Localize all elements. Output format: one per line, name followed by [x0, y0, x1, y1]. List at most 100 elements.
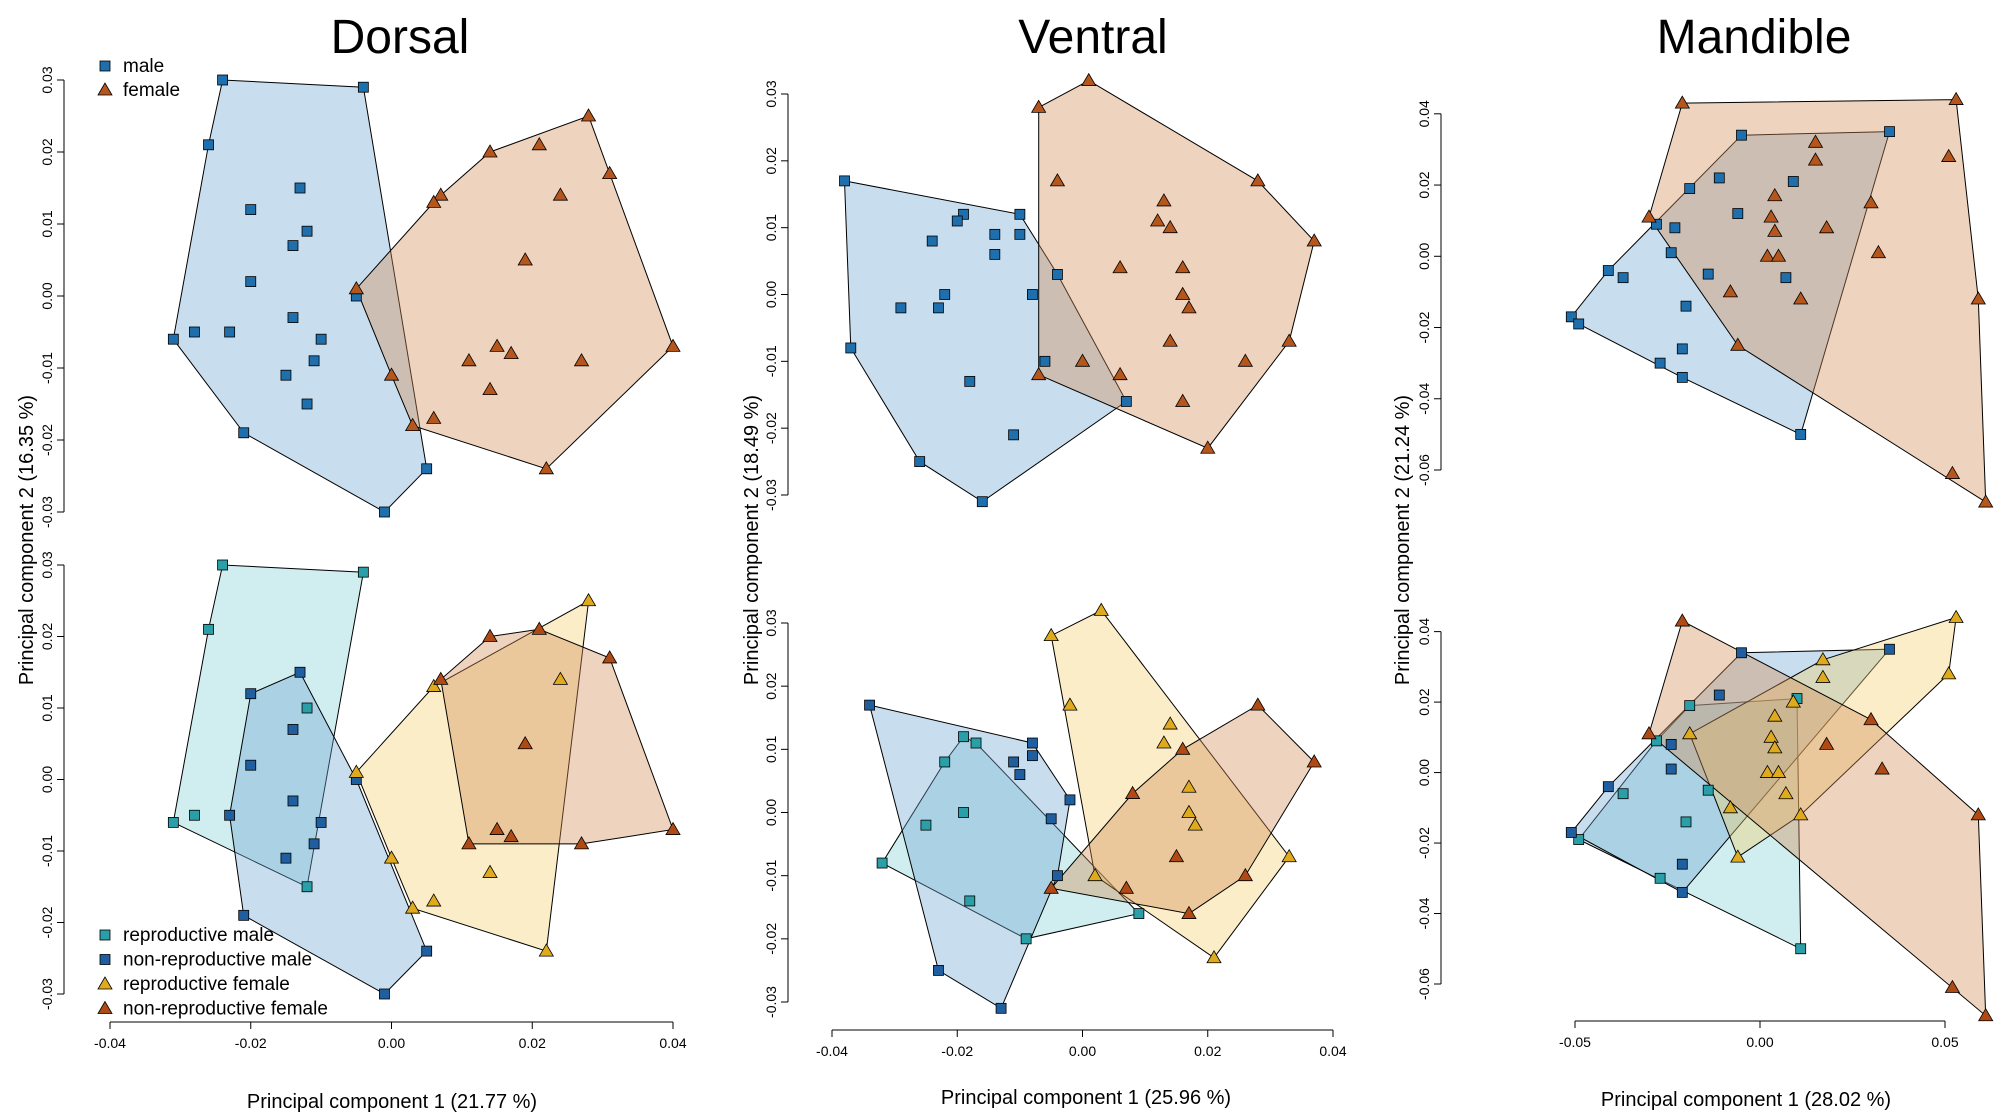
point-non-reproductive-female — [1306, 754, 1322, 768]
point-male — [1736, 129, 1747, 141]
point-non-reproductive-male — [1602, 781, 1614, 793]
point-reproductive-female — [1682, 726, 1698, 740]
point-non-reproductive-male — [1027, 737, 1038, 749]
point-female — [1970, 291, 1986, 305]
chart-title: Ventral — [1018, 11, 1167, 64]
point-female — [1767, 223, 1783, 237]
legend-label: non-reproductive female — [123, 999, 328, 1020]
point-reproductive-female — [1815, 669, 1831, 683]
legend-marker-reproductive-female — [97, 976, 113, 990]
point-non-reproductive-male — [1027, 750, 1038, 762]
point-non-reproductive-female — [1237, 867, 1254, 882]
legend-label: female — [123, 80, 180, 101]
point-reproductive-male — [1702, 784, 1714, 796]
point-reproductive-male — [357, 566, 369, 578]
point-non-reproductive-female — [601, 650, 618, 664]
point-female — [1181, 300, 1197, 314]
point-non-reproductive-female — [665, 821, 681, 835]
y-tick-label: 0.02 — [39, 138, 55, 165]
point-female — [482, 381, 498, 396]
point-male — [1702, 268, 1714, 280]
y-tick-label: -0.02 — [1416, 311, 1432, 343]
point-male — [1565, 311, 1577, 323]
point-male — [1602, 265, 1614, 276]
y-tick-label: 0.00 — [763, 799, 779, 826]
point-non-reproductive-female — [503, 828, 519, 843]
legend-label: reproductive female — [123, 974, 290, 995]
point-male — [308, 355, 320, 367]
point-female — [573, 353, 590, 367]
point-reproductive-female — [426, 893, 442, 907]
chart-title: Dorsal — [331, 11, 470, 64]
point-male — [933, 302, 944, 314]
point-male — [1884, 126, 1895, 138]
point-reproductive-female — [538, 943, 555, 957]
x-axis-label: Principal component 1 (25.96 %) — [941, 1087, 1231, 1109]
point-non-reproductive-male — [308, 838, 320, 850]
hull-non-reproductive-female — [440, 628, 674, 845]
y-tick-label: 0.03 — [763, 80, 779, 107]
point-male — [287, 312, 299, 324]
point-non-reproductive-female — [1168, 848, 1185, 863]
point-female — [1237, 353, 1254, 367]
point-non-reproductive-male — [1045, 813, 1057, 825]
y-axis-label: Principal component 2 (21.24 %) — [1392, 395, 1414, 685]
legend-marker-non-reproductive-male — [99, 954, 111, 965]
y-tick-label: 0.01 — [763, 735, 779, 762]
legend-sex: male female — [97, 56, 180, 101]
top-panel: -0.03 -0.02 -0.01 0.00 0.01 0.02 0.03 — [39, 66, 681, 528]
point-non-reproductive-male — [238, 909, 250, 921]
point-non-reproductive-female — [461, 836, 477, 850]
point-male — [224, 326, 236, 338]
point-male — [958, 208, 969, 220]
point-male — [989, 228, 1001, 240]
point-non-reproductive-female — [1175, 741, 1191, 755]
point-non-reproductive-female — [1818, 736, 1835, 750]
y-tick-label: -0.03 — [39, 978, 55, 1010]
point-male — [1713, 172, 1725, 184]
point-non-reproductive-female — [1674, 613, 1690, 627]
x-tick-label: -0.02 — [235, 1035, 267, 1051]
hull-non-reproductive-female — [1050, 704, 1315, 915]
y-tick-label: -0.02 — [39, 906, 55, 938]
point-reproductive-male — [1573, 834, 1585, 845]
point-reproductive-female — [1281, 848, 1297, 863]
point-male — [1732, 208, 1744, 219]
point-male — [926, 235, 938, 247]
point-female — [404, 417, 421, 432]
x-tick-label: -0.04 — [94, 1035, 126, 1051]
y-tick-label: 0.01 — [39, 210, 55, 237]
point-female — [1074, 353, 1091, 367]
point-male — [1684, 183, 1696, 195]
y-tick-label: 0.04 — [1416, 100, 1432, 127]
point-reproductive-female — [1087, 867, 1103, 882]
point-female — [1807, 134, 1824, 148]
y-tick-label: -0.04 — [1416, 383, 1432, 415]
point-reproductive-female — [1770, 764, 1787, 778]
point-reproductive-male — [167, 817, 179, 828]
point-female — [1763, 209, 1779, 223]
y-axis: -0.06 -0.04 -0.02 0.00 0.02 0.04 — [1416, 618, 1442, 1000]
point-reproductive-male — [1133, 908, 1145, 919]
point-female — [482, 144, 498, 158]
legend-label: non-reproductive male — [123, 950, 312, 971]
point-reproductive-male — [939, 756, 951, 768]
x-axis-label: Principal component 1 (28.02 %) — [1601, 1089, 1891, 1111]
point-male — [1669, 222, 1681, 234]
point-female — [580, 108, 597, 122]
point-non-reproductive-male — [933, 965, 944, 976]
point-male — [1014, 228, 1026, 240]
point-male — [1617, 272, 1629, 284]
point-reproductive-female — [1763, 729, 1779, 743]
point-male — [895, 302, 907, 314]
point-reproductive-male — [958, 731, 969, 743]
point-reproductive-female — [1722, 800, 1739, 814]
y-axis: -0.03 -0.02 -0.01 0.00 0.01 0.02 0.03 — [39, 66, 65, 528]
point-female — [1175, 286, 1191, 300]
point-reproductive-male — [203, 623, 214, 635]
point-female — [433, 187, 449, 201]
point-male — [1039, 355, 1051, 367]
point-non-reproductive-female — [1874, 761, 1890, 775]
x-tick-label: 0.04 — [659, 1035, 686, 1051]
point-male — [1651, 218, 1662, 230]
